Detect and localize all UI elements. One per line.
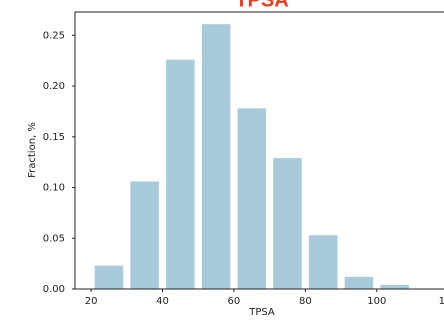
bar [237,108,267,290]
x-tick-label: 40 [156,296,169,307]
bar [201,24,231,290]
chart-title: TPSA [235,0,288,11]
bar [273,158,302,289]
x-tick-label: 100 [367,296,386,307]
y-tick-label: 0.25 [43,30,65,41]
y-tick-label: 0.05 [43,233,65,244]
x-axis-label: TPSA [248,307,275,318]
y-tick-label: 0.10 [43,183,65,194]
x-tick-label: 120 [439,296,444,307]
bar [380,284,409,289]
bar [130,181,159,289]
bar [308,235,338,289]
plot-frame [74,11,444,290]
bar [94,265,124,289]
bar [166,59,195,289]
x-tick-label: 20 [85,296,98,307]
y-tick-label: 0.15 [43,132,65,143]
y-tick-label: 0.00 [43,284,65,295]
bar [344,276,374,289]
y-tick-label: 0.20 [43,81,65,92]
x-tick-label: 60 [228,296,241,307]
x-tick-label: 80 [299,296,312,307]
y-axis-label: Fraction, % [27,122,38,178]
